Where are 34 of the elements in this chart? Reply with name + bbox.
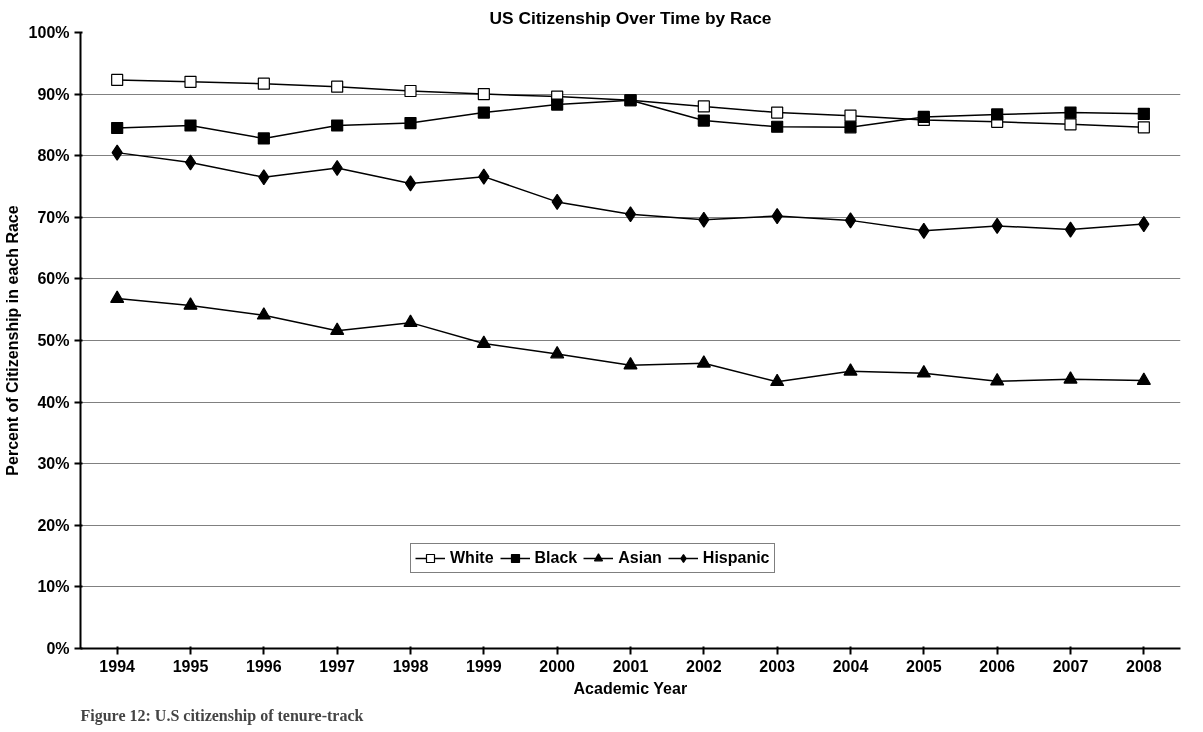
- x-tick-label: 2007: [1052, 657, 1089, 675]
- x-tick-label: 2001: [612, 657, 649, 675]
- x-tick-label: 2008: [1126, 657, 1162, 675]
- legend-label: Black: [534, 549, 578, 567]
- y-tick-label: 40%: [37, 393, 70, 411]
- x-tick-label: 1998: [392, 657, 429, 675]
- y-tick-label: 50%: [37, 332, 70, 349]
- x-tick-label: 1995: [172, 657, 209, 675]
- y-tick-label: 60%: [37, 270, 70, 288]
- x-tick-label: 2000: [539, 657, 576, 675]
- x-tick-label: 2004: [832, 657, 869, 675]
- x-tick-label: 2006: [979, 657, 1016, 675]
- x-tick-label: 2005: [906, 657, 942, 675]
- x-tick-label: 2002: [686, 657, 722, 675]
- caption: Figure 12: U.S citizenship of tenure-track: [80, 706, 364, 725]
- x-tick-label: 2003: [759, 657, 796, 675]
- x-tick-label: 1999: [466, 657, 502, 675]
- legend-label: Hispanic: [702, 549, 770, 567]
- y-tick-label: 0%: [46, 640, 70, 657]
- legend-label: Asian: [618, 549, 662, 567]
- y-tick-label: 30%: [37, 455, 70, 473]
- y-tick-label: 100%: [28, 24, 70, 41]
- chart-title: US Citizenship Over Time by Race: [489, 7, 772, 28]
- y-tick-label: 90%: [37, 85, 70, 103]
- y-tick-label: 10%: [37, 578, 70, 596]
- y-tick-label: 80%: [37, 147, 70, 165]
- y-axis-title: Percent of Citizenship in each Race: [3, 205, 21, 476]
- x-axis-title: Academic Year: [573, 679, 688, 697]
- x-tick-label: 1996: [246, 657, 282, 675]
- y-tick-label: 20%: [37, 516, 70, 534]
- x-tick-label: 1994: [99, 657, 136, 675]
- y-tick-label: 70%: [37, 208, 70, 226]
- x-tick-label: 1997: [319, 657, 356, 675]
- legend-label: White: [450, 549, 494, 567]
